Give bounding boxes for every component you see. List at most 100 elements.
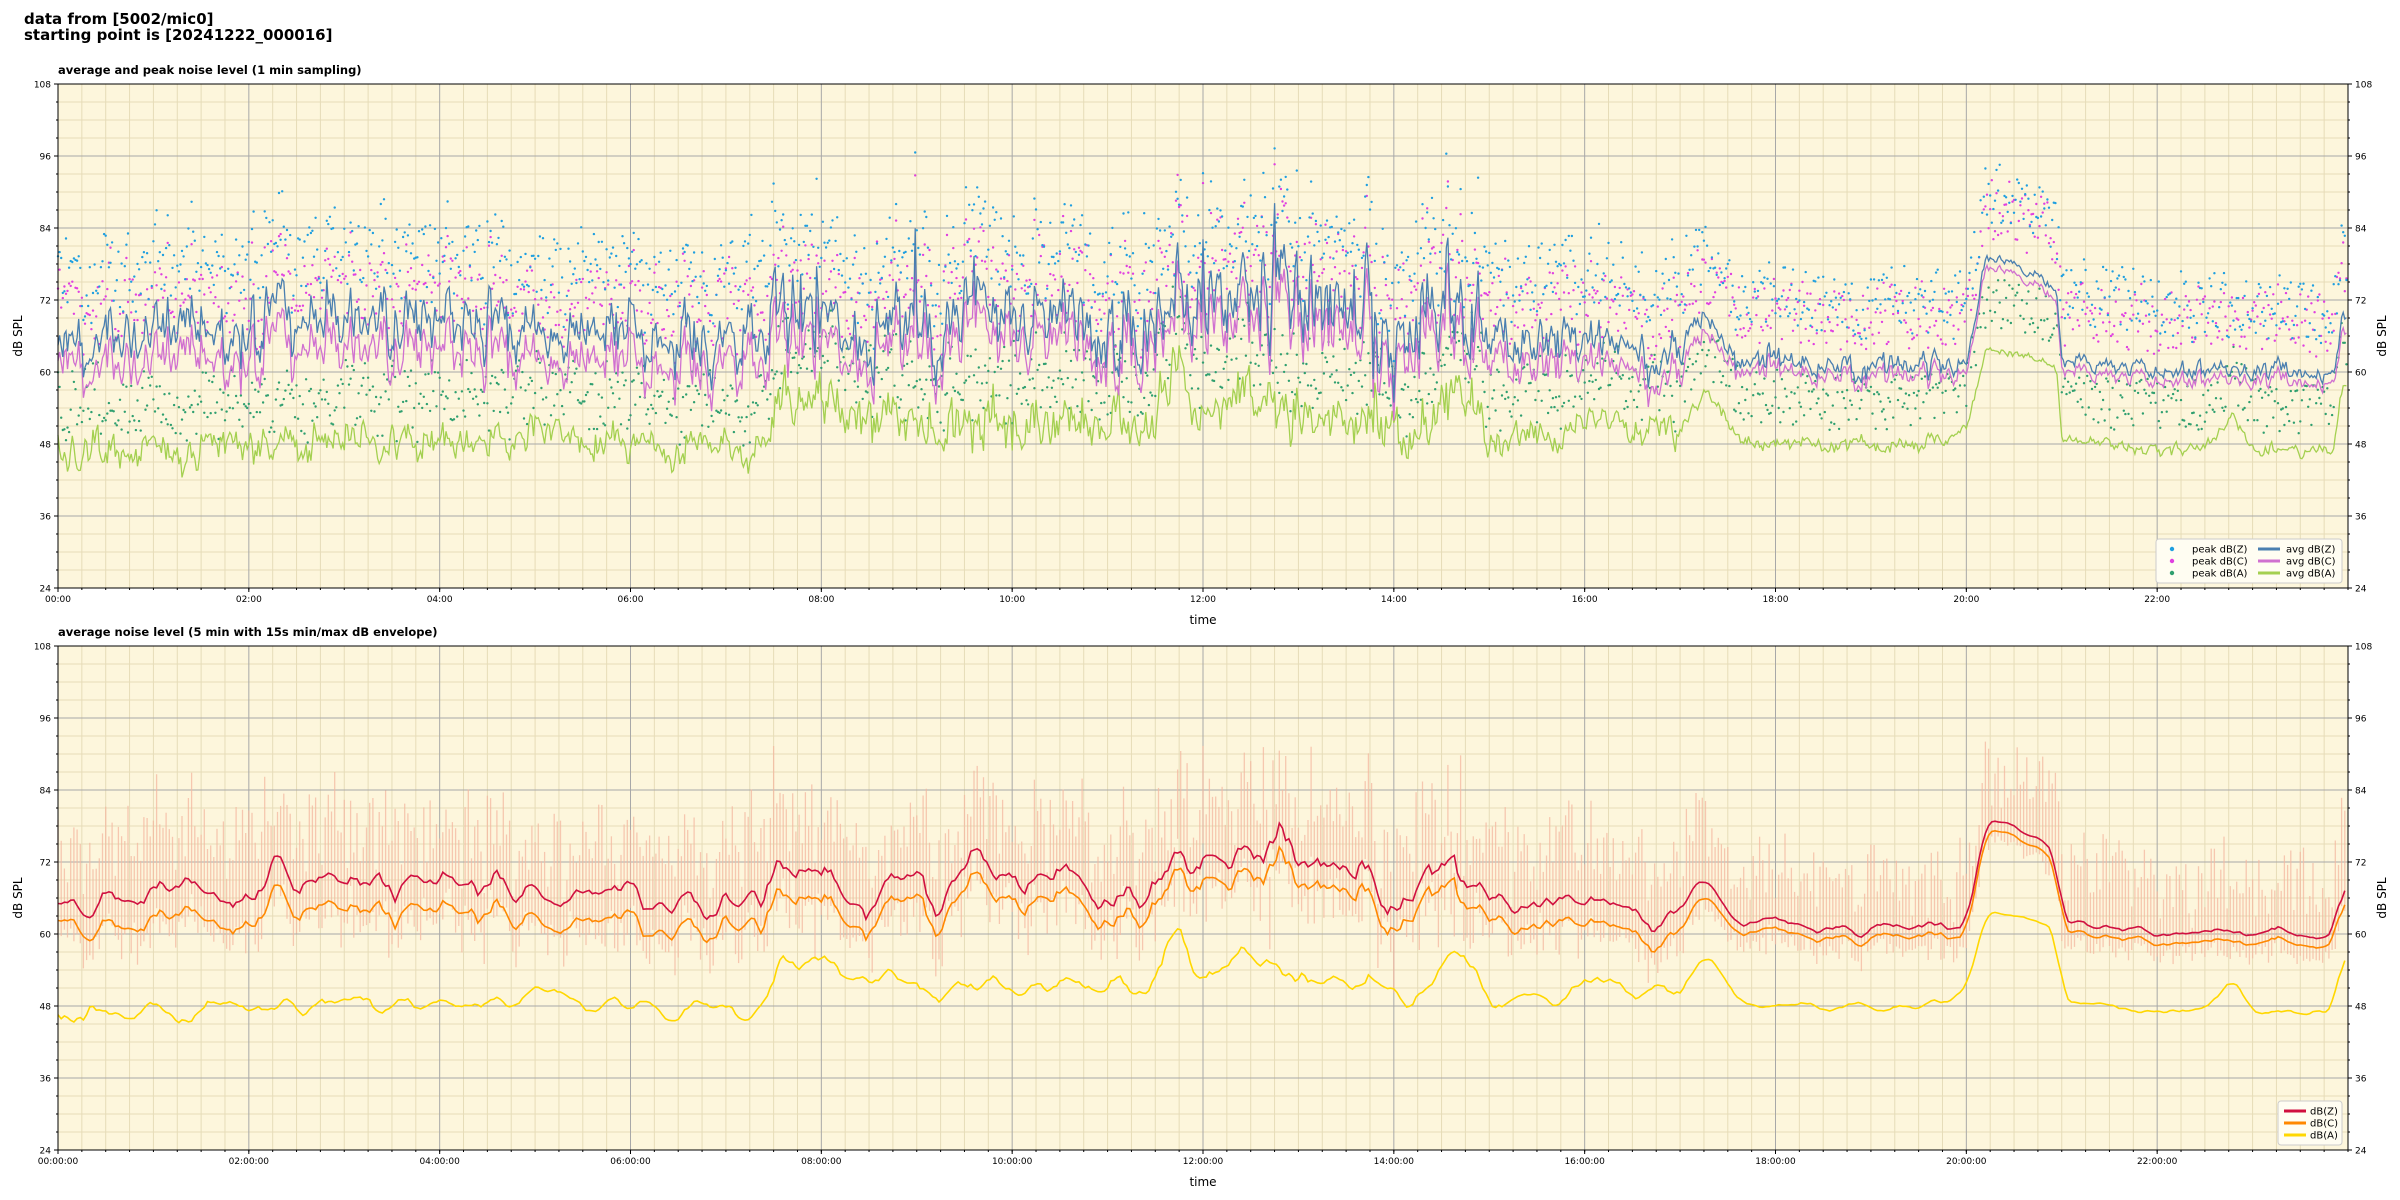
- data-point: [2272, 416, 2275, 419]
- data-point: [650, 313, 653, 316]
- data-point: [1454, 276, 1458, 279]
- data-point: [969, 355, 972, 358]
- data-point: [1176, 197, 1179, 200]
- data-point: [2294, 341, 2297, 344]
- data-point: [2017, 283, 2021, 287]
- data-point: [1473, 248, 1477, 251]
- data-point: [497, 383, 500, 386]
- data-point: [2205, 411, 2208, 414]
- data-point: [1419, 398, 1423, 401]
- data-point: [1082, 303, 1085, 307]
- data-point: [476, 403, 479, 406]
- data-point: [1963, 302, 1966, 305]
- data-point: [1006, 397, 1009, 400]
- data-point: [2253, 301, 2256, 304]
- data-point: [309, 282, 313, 286]
- data-point: [1521, 308, 1524, 311]
- data-point: [2119, 394, 2122, 397]
- data-point: [1122, 396, 1125, 399]
- data-point: [481, 390, 484, 393]
- data-point: [2222, 409, 2226, 412]
- data-point: [1324, 223, 1327, 226]
- data-point: [999, 217, 1003, 220]
- data-point: [702, 270, 705, 273]
- data-point: [64, 237, 68, 240]
- data-point: [1206, 287, 1210, 290]
- data-point: [782, 213, 785, 216]
- data-point: [1418, 389, 1421, 393]
- data-point: [622, 286, 626, 289]
- data-point: [304, 291, 308, 294]
- data-point: [2262, 306, 2265, 310]
- data-point: [225, 410, 228, 413]
- data-point: [1712, 380, 1715, 384]
- data-point: [497, 300, 500, 303]
- data-point: [1977, 255, 1981, 259]
- data-point: [104, 234, 107, 237]
- data-point: [503, 255, 507, 258]
- data-point: [1275, 366, 1278, 369]
- data-point: [2003, 194, 2006, 198]
- data-point: [952, 386, 955, 389]
- data-point: [1426, 402, 1429, 405]
- data-point: [1087, 244, 1090, 247]
- data-point: [303, 240, 306, 243]
- data-point: [1041, 244, 1044, 247]
- data-point: [374, 287, 378, 290]
- data-point: [1073, 248, 1076, 251]
- data-point: [1779, 421, 1782, 424]
- data-point: [2251, 307, 2254, 310]
- data-point: [745, 260, 748, 263]
- data-point: [2241, 408, 2245, 411]
- data-point: [855, 401, 858, 404]
- data-point: [882, 350, 885, 353]
- data-point: [1847, 292, 1850, 295]
- data-point: [172, 403, 176, 407]
- data-point: [1753, 287, 1757, 291]
- data-point: [60, 306, 63, 309]
- data-point: [726, 394, 729, 397]
- data-point: [1849, 298, 1852, 301]
- data-point: [2173, 388, 2176, 391]
- data-point: [1613, 285, 1617, 289]
- data-point: [1686, 274, 1690, 277]
- data-point: [471, 397, 475, 400]
- data-point: [432, 389, 435, 393]
- data-point: [2144, 392, 2148, 395]
- data-point: [821, 354, 825, 358]
- data-point: [2078, 290, 2081, 293]
- data-point: [1658, 409, 1661, 412]
- data-point: [1564, 238, 1567, 242]
- data-point: [2280, 300, 2283, 304]
- data-point: [2222, 271, 2226, 275]
- data-point: [917, 406, 920, 409]
- data-point: [605, 271, 608, 274]
- data-point: [751, 286, 755, 289]
- data-point: [1780, 295, 1784, 298]
- data-point: [1152, 368, 1155, 371]
- data-point: [498, 276, 502, 279]
- data-point: [1472, 261, 1475, 265]
- data-point: [2284, 323, 2288, 326]
- data-point: [1987, 286, 1990, 289]
- data-point: [457, 265, 460, 269]
- data-point: [2113, 289, 2116, 292]
- data-point: [1605, 257, 1609, 260]
- data-point: [1348, 368, 1351, 371]
- data-point: [269, 250, 273, 253]
- data-point: [1914, 286, 1917, 289]
- data-point: [182, 301, 185, 304]
- data-point: [2284, 405, 2288, 409]
- data-point: [750, 289, 753, 292]
- data-point: [1022, 264, 1025, 267]
- data-point: [1298, 256, 1302, 259]
- data-point: [2074, 283, 2078, 287]
- data-point: [1686, 271, 1690, 275]
- data-point: [1084, 243, 1087, 246]
- data-point: [632, 248, 635, 252]
- data-point: [1669, 298, 1672, 301]
- data-point: [91, 362, 95, 365]
- data-point: [379, 263, 382, 266]
- data-point: [2119, 323, 2122, 326]
- data-point: [2308, 398, 2311, 401]
